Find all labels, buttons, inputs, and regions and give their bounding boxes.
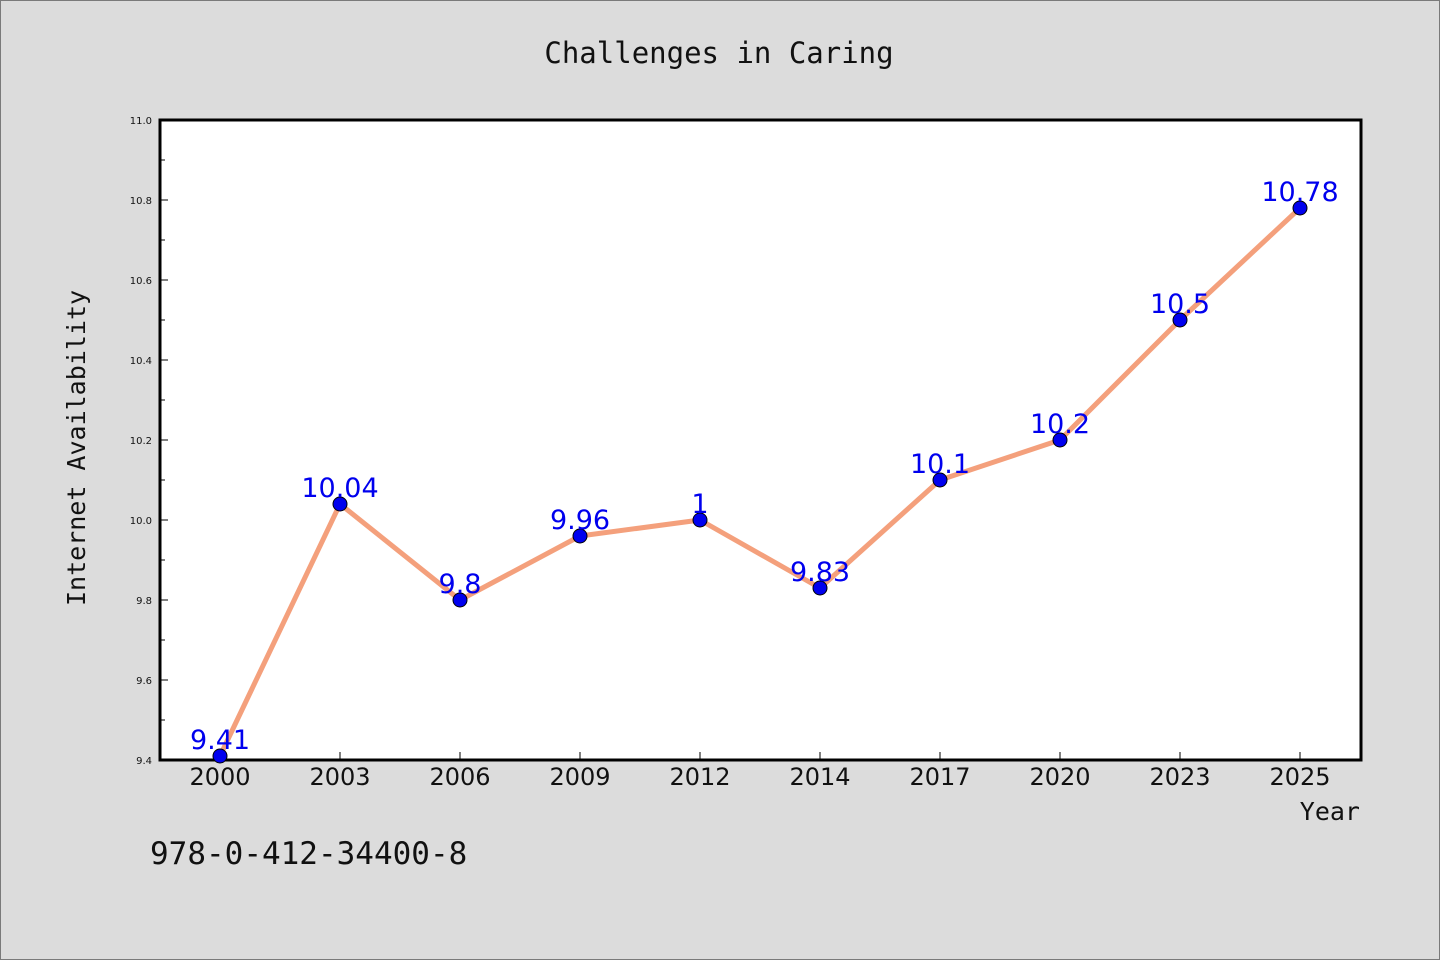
- y-tick-label: 10.4: [130, 356, 152, 367]
- data-point: [452, 592, 468, 608]
- x-tick-label: 2023: [1149, 763, 1210, 791]
- data-point: [212, 748, 228, 764]
- isbn-text: 978-0-412-34400-8: [150, 836, 467, 872]
- data-label: 9.41: [190, 725, 250, 756]
- x-tick-label: 2009: [549, 763, 610, 791]
- x-axis: 2000 2003 2006 2009 2012 2014 2017 2020 2023 2025: [189, 752, 1331, 791]
- data-label: 9.8: [439, 569, 482, 600]
- data-point: [332, 496, 348, 512]
- x-tick-label: 2003: [309, 763, 370, 791]
- data-point: [1052, 432, 1068, 448]
- data-point: [1172, 312, 1188, 328]
- x-tick-label: 2006: [429, 763, 490, 791]
- y-axis-label: Internet Availability: [62, 290, 91, 606]
- data-labels: 9.41 10.04 9.8 9.96 1 9.83 10.1 10.2 10.5 10.78: [190, 177, 1339, 756]
- x-tick-label: 2020: [1029, 763, 1090, 791]
- y-tick-label: 11.0: [130, 116, 152, 127]
- y-tick-label: 9.6: [136, 676, 152, 687]
- data-label: 10.2: [1030, 409, 1090, 440]
- data-points: [212, 200, 1308, 764]
- chart-title: Challenges in Caring: [544, 36, 893, 70]
- y-tick-label: 10.0: [130, 516, 152, 527]
- x-tick-label: 2017: [909, 763, 970, 791]
- x-tick-label: 2014: [789, 763, 850, 791]
- x-axis-label: Year: [1300, 797, 1360, 826]
- x-tick-label: 2000: [189, 763, 250, 791]
- data-label: 10.5: [1150, 289, 1210, 320]
- y-axis: 9.4 9.6 9.8 10.0 10.2 10.4 10.6 10.8 11.0: [130, 116, 168, 767]
- data-label: 9.83: [790, 557, 850, 588]
- y-tick-label: 9.8: [136, 596, 152, 607]
- data-point: [692, 512, 708, 528]
- data-label: 10.78: [1261, 177, 1338, 208]
- data-point: [812, 580, 828, 596]
- y-tick-label: 10.8: [130, 196, 152, 207]
- y-tick-label: 9.4: [136, 756, 152, 767]
- data-point: [932, 472, 948, 488]
- y-tick-label: 10.2: [130, 436, 152, 447]
- data-label: 10.04: [301, 473, 378, 504]
- x-tick-label: 2012: [669, 763, 730, 791]
- data-point: [572, 528, 588, 544]
- y-tick-label: 10.6: [130, 276, 152, 287]
- plot-area: [158, 118, 1363, 762]
- series-line: [217, 206, 1302, 758]
- data-label: 9.96: [550, 505, 610, 536]
- data-label: 1: [691, 489, 708, 520]
- data-label: 10.1: [910, 449, 970, 480]
- data-point: [1292, 200, 1308, 216]
- x-tick-label: 2025: [1269, 763, 1330, 791]
